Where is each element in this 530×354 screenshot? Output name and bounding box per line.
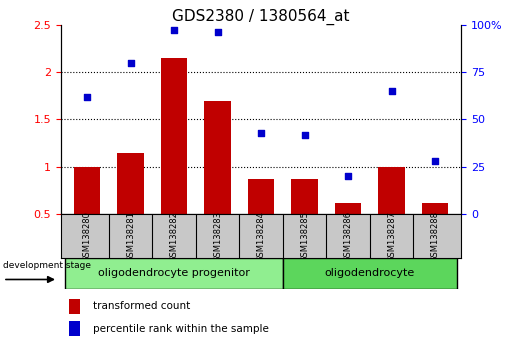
Bar: [118, 153, 144, 214]
Bar: [248, 179, 274, 214]
Bar: [283, 258, 457, 289]
Text: GSM138280: GSM138280: [83, 211, 92, 262]
Text: GSM138284: GSM138284: [257, 211, 266, 262]
Text: percentile rank within the sample: percentile rank within the sample: [93, 324, 269, 333]
Bar: [69, 321, 80, 336]
Bar: [65, 258, 283, 289]
Point: [301, 132, 309, 137]
Point: [344, 173, 352, 179]
Bar: [69, 299, 80, 314]
Text: GSM138281: GSM138281: [126, 211, 135, 262]
Bar: [74, 167, 100, 214]
Text: GSM138285: GSM138285: [300, 211, 309, 262]
Point: [170, 28, 178, 33]
Title: GDS2380 / 1380564_at: GDS2380 / 1380564_at: [172, 8, 350, 25]
Point: [431, 158, 439, 164]
Text: GSM138286: GSM138286: [343, 211, 352, 262]
Bar: [161, 58, 187, 214]
Bar: [292, 179, 317, 214]
Text: GSM138282: GSM138282: [170, 211, 179, 262]
Bar: [422, 203, 448, 214]
Text: oligodendrocyte progenitor: oligodendrocyte progenitor: [98, 268, 250, 279]
Bar: [205, 101, 231, 214]
Text: GSM138287: GSM138287: [387, 211, 396, 262]
Point: [126, 60, 135, 65]
Text: transformed count: transformed count: [93, 301, 190, 311]
Bar: [335, 203, 361, 214]
Point: [83, 94, 91, 99]
Bar: [378, 167, 404, 214]
Text: development stage: development stage: [3, 262, 91, 270]
Point: [387, 88, 396, 94]
Point: [257, 130, 266, 136]
Point: [213, 29, 222, 35]
Text: GSM138288: GSM138288: [430, 211, 439, 262]
Text: oligodendrocyte: oligodendrocyte: [325, 268, 415, 279]
Text: GSM138283: GSM138283: [213, 211, 222, 262]
